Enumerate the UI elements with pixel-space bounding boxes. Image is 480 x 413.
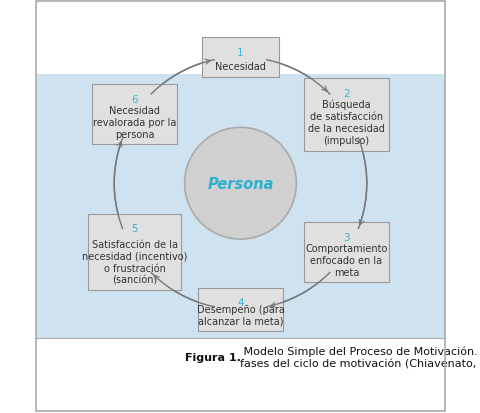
Text: Satisfacción de la
necesidad (incentivo)
o frustración
(sanción): Satisfacción de la necesidad (incentivo)…	[82, 240, 187, 285]
FancyBboxPatch shape	[92, 85, 177, 145]
Text: 6: 6	[131, 95, 138, 105]
FancyBboxPatch shape	[303, 79, 388, 151]
Text: Comportamiento
enfocado en la
meta: Comportamiento enfocado en la meta	[305, 243, 387, 277]
FancyBboxPatch shape	[88, 214, 181, 291]
Text: Figura 1.: Figura 1.	[184, 352, 240, 362]
FancyBboxPatch shape	[202, 38, 278, 77]
Text: 4: 4	[237, 297, 243, 308]
Circle shape	[184, 128, 296, 240]
FancyBboxPatch shape	[303, 223, 388, 282]
Text: 1: 1	[237, 47, 243, 58]
FancyBboxPatch shape	[36, 339, 444, 411]
Text: Modelo Simple del Proceso de Motivación. Descripción de las
fases del ciclo de m: Modelo Simple del Proceso de Motivación.…	[240, 346, 480, 368]
Text: Desempeño (para
alcanzar la meta): Desempeño (para alcanzar la meta)	[196, 304, 284, 326]
Text: Búsqueda
de satisfacción
de la necesidad
(impulso): Búsqueda de satisfacción de la necesidad…	[307, 100, 384, 146]
Text: 3: 3	[342, 232, 349, 242]
Text: Necesidad
revalorada por la
persona: Necesidad revalorada por la persona	[93, 106, 176, 140]
FancyBboxPatch shape	[198, 288, 282, 331]
Text: Necesidad: Necesidad	[215, 62, 265, 72]
Text: 5: 5	[131, 224, 138, 234]
Text: 2: 2	[342, 88, 349, 99]
FancyBboxPatch shape	[36, 74, 444, 401]
Text: Persona: Persona	[207, 176, 273, 191]
